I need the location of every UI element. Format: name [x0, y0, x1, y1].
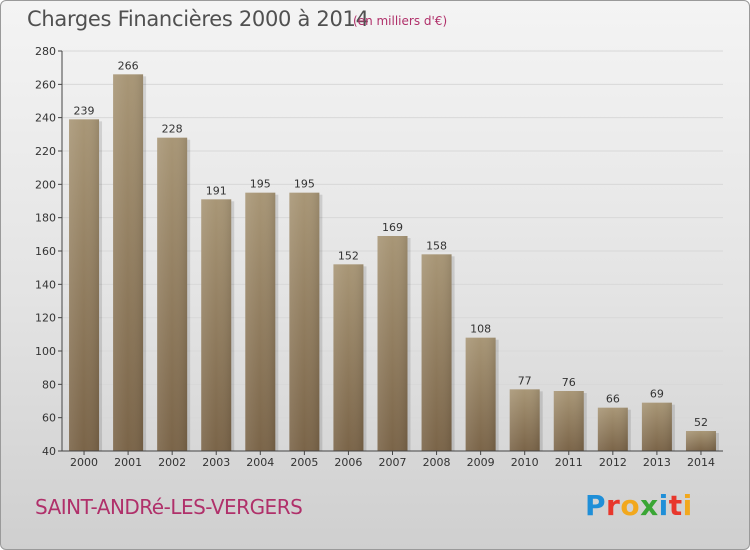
y-tick-label: 40: [42, 445, 56, 458]
bar-highlight: [553, 391, 584, 451]
y-tick-label: 240: [35, 112, 56, 125]
x-tick-label-2004: 2004: [246, 456, 274, 469]
data-label-2010: 77: [518, 374, 532, 387]
y-tick-label: 200: [35, 178, 56, 191]
y-tick-label: 140: [35, 278, 56, 291]
data-label-2014: 52: [694, 416, 708, 429]
x-tick-label-2011: 2011: [555, 456, 583, 469]
bar-highlight: [597, 407, 628, 451]
axes: 40 60 80 100 120 140 160 180 200 220 240 260 280 2000…: [35, 45, 723, 469]
y-tick-label: 220: [35, 145, 56, 158]
data-label-2012: 66: [606, 393, 620, 406]
bar-highlight: [69, 119, 100, 451]
data-label-2009: 108: [470, 323, 491, 336]
y-tick-label: 120: [35, 312, 56, 325]
x-tick-label-2013: 2013: [643, 456, 671, 469]
bar-highlight: [377, 236, 408, 451]
bar-highlight: [289, 192, 320, 451]
bar-highlight: [333, 264, 364, 451]
bars: 239 266 228 191 195 195 152 169 158 108 77 76 66 69 52: [69, 59, 719, 451]
bar-highlight: [685, 431, 716, 451]
data-label-2005: 195: [294, 178, 315, 191]
data-label-2001: 266: [118, 59, 139, 72]
y-tick-label: 280: [35, 45, 56, 58]
x-tick-label-2009: 2009: [467, 456, 495, 469]
chart-title: Charges Financières 2000 à 2014: [27, 7, 369, 31]
data-label-2007: 169: [382, 221, 403, 234]
bar-highlight: [157, 137, 188, 451]
data-label-2000: 239: [74, 104, 95, 117]
x-tick-label-2006: 2006: [334, 456, 362, 469]
bar-highlight: [465, 337, 496, 451]
bar-highlight: [245, 192, 276, 451]
data-label-2003: 191: [206, 184, 227, 197]
data-label-2004: 195: [250, 178, 271, 191]
y-tick-label: 180: [35, 212, 56, 225]
bar-highlight: [421, 254, 452, 451]
bar-highlight: [509, 389, 540, 451]
x-tick-label-2005: 2005: [290, 456, 318, 469]
data-label-2002: 228: [162, 123, 183, 136]
chart-subtitle: (en milliers d'€): [353, 14, 448, 28]
x-tick-label-2000: 2000: [70, 456, 98, 469]
y-tick-label: 160: [35, 245, 56, 258]
x-tick-label-2008: 2008: [423, 456, 451, 469]
y-tick-label: 100: [35, 345, 56, 358]
x-tick-label-2007: 2007: [379, 456, 407, 469]
y-tick-label: 60: [42, 412, 56, 425]
bar-highlight: [641, 402, 672, 451]
x-tick-label-2002: 2002: [158, 456, 186, 469]
bar-highlight: [113, 74, 144, 451]
proxiti-logo: Proxiti: [585, 489, 693, 522]
data-label-2013: 69: [650, 388, 664, 401]
town-name: SAINT-ANDRé-LES-VERGERS: [35, 495, 303, 519]
bar-highlight: [201, 199, 232, 451]
x-tick-label-2012: 2012: [599, 456, 627, 469]
x-tick-label-2001: 2001: [114, 456, 142, 469]
y-tick-label: 80: [42, 378, 56, 391]
x-tick-label-2014: 2014: [687, 456, 715, 469]
x-tick-label-2003: 2003: [202, 456, 230, 469]
x-tick-label-2010: 2010: [511, 456, 539, 469]
data-label-2011: 76: [562, 376, 576, 389]
data-label-2006: 152: [338, 249, 359, 262]
data-label-2008: 158: [426, 239, 447, 252]
y-tick-label: 260: [35, 78, 56, 91]
